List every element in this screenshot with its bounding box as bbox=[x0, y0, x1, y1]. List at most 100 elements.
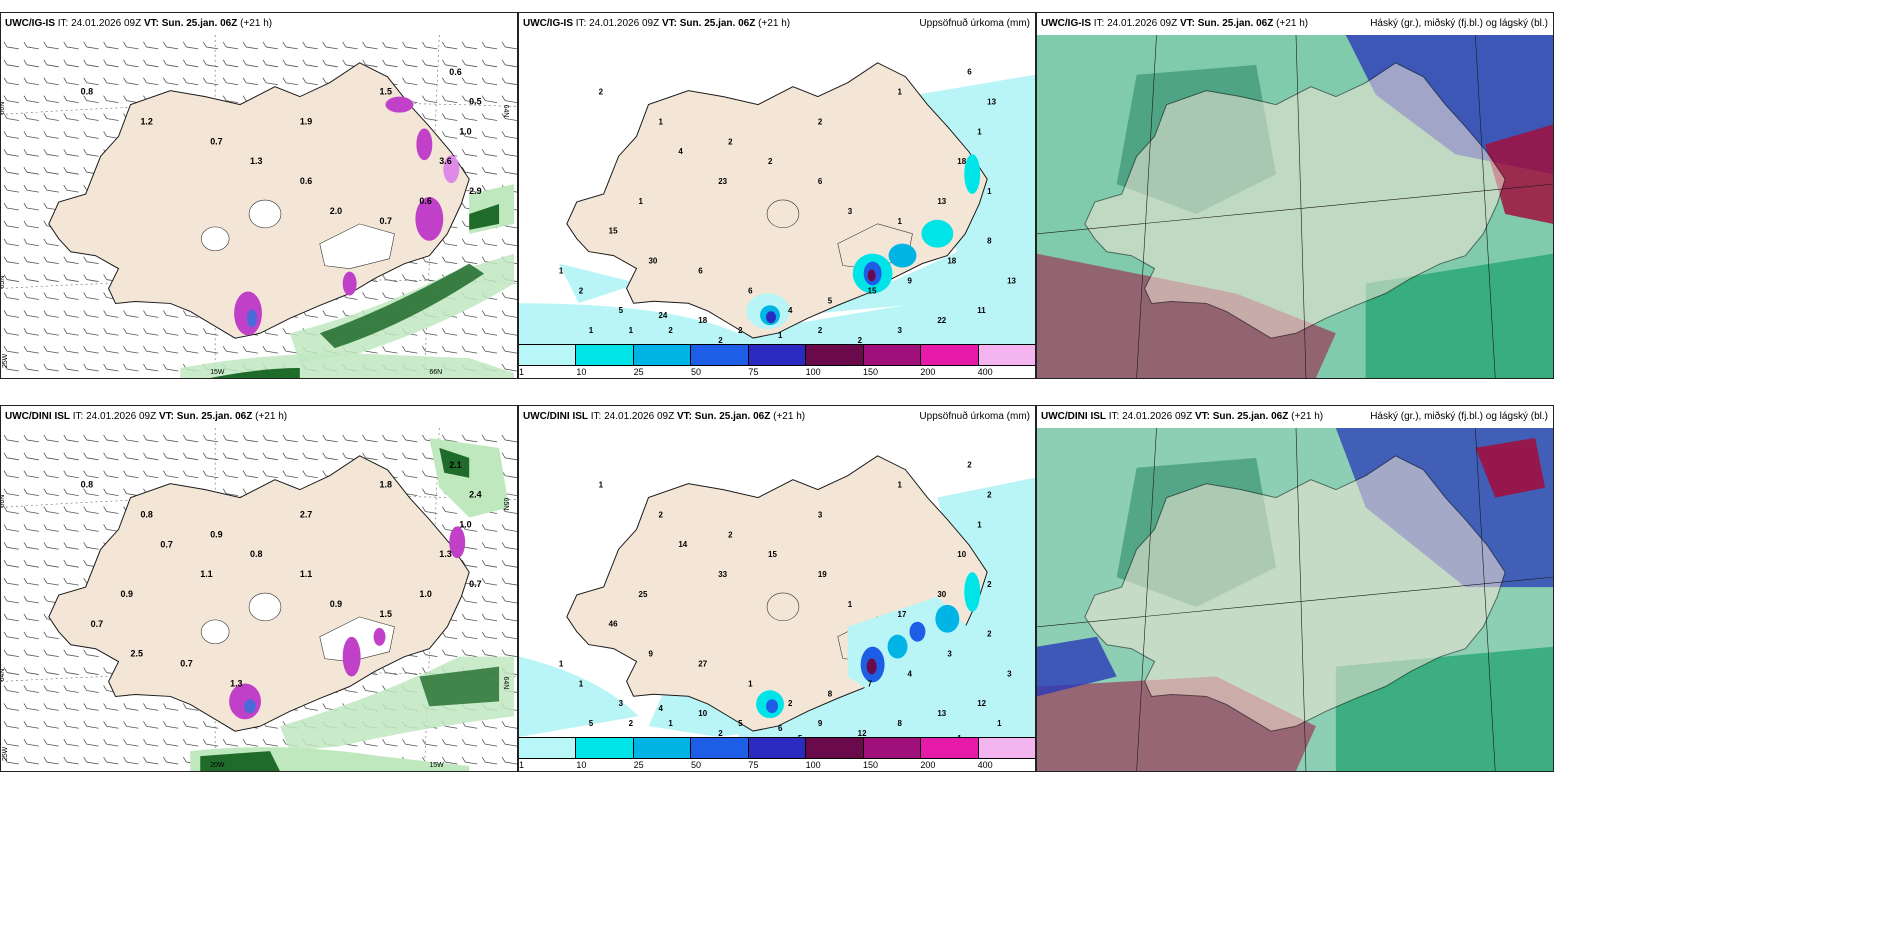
map-value-label: 25 bbox=[639, 590, 648, 599]
map-value-label: 1 bbox=[599, 481, 604, 490]
map-value-label: 2 bbox=[718, 729, 723, 737]
wind-barb bbox=[23, 542, 39, 550]
wind-barb bbox=[222, 470, 239, 479]
legend-swatch bbox=[863, 345, 922, 365]
wind-barb bbox=[222, 488, 239, 496]
wind-barb bbox=[123, 59, 139, 68]
legend-label: 400 bbox=[977, 367, 993, 377]
wind-barb bbox=[63, 131, 79, 139]
map-value-label: 2 bbox=[987, 491, 992, 500]
map-value-label: 1 bbox=[778, 331, 783, 340]
wind-barb bbox=[43, 506, 59, 514]
valid-time-label: VT: bbox=[661, 18, 677, 29]
wind-barb bbox=[501, 77, 517, 86]
wind-barb bbox=[63, 524, 79, 532]
panel-precip-dini-isl: UWC/DINI ISL IT: 24.01.2026 09Z VT: Sun.… bbox=[518, 405, 1036, 772]
wind-barb bbox=[481, 149, 498, 157]
map-value-label: 2 bbox=[579, 286, 584, 295]
wind-barb bbox=[461, 524, 478, 532]
wind-barb bbox=[481, 310, 498, 318]
wind-barb bbox=[63, 345, 79, 354]
map-value-label: 1 bbox=[997, 719, 1002, 728]
legend-swatch bbox=[806, 738, 864, 758]
legend-swatch bbox=[576, 738, 634, 758]
wind-barb bbox=[461, 77, 478, 86]
map-value-label: 1 bbox=[748, 679, 753, 688]
legend-label: 100 bbox=[805, 367, 821, 377]
map-value-label: 7 bbox=[868, 679, 873, 688]
map-value-label: 2 bbox=[967, 461, 972, 470]
wind-barb bbox=[63, 721, 79, 729]
wind-barb bbox=[3, 613, 19, 622]
wind-barb bbox=[501, 328, 517, 336]
wind-barb bbox=[262, 738, 278, 747]
wind-barb bbox=[63, 577, 79, 586]
wind-barb bbox=[123, 738, 139, 747]
wind-barb bbox=[3, 756, 19, 765]
map-value-label: 2 bbox=[858, 336, 863, 344]
wind-barb bbox=[83, 506, 99, 514]
wind-barb bbox=[3, 59, 19, 68]
wind-barb bbox=[501, 59, 517, 68]
map-view[interactable]: 2 1 2 2 1 6 13 1 18 1 13 1 3 6 2 23 4 1 15 30 6 6 4 5 15 9 18 8 13 11… bbox=[519, 35, 1035, 344]
wind-barb bbox=[63, 542, 79, 550]
wind-barb bbox=[3, 77, 19, 86]
wind-barb bbox=[461, 95, 478, 103]
map-value-label: 13 bbox=[1007, 276, 1016, 285]
map-view[interactable]: 0.8 1.2 0.7 1.9 1.5 0.6 0.5 1.0 3.6 2.9 0.6 0.7 2.0 0… bbox=[1, 35, 517, 378]
wind-barb bbox=[103, 113, 119, 121]
wind-barb bbox=[163, 434, 179, 443]
map-value-label: 0.8 bbox=[81, 480, 93, 490]
wind-barb bbox=[43, 685, 59, 693]
wind-barb bbox=[481, 41, 498, 50]
wind-barb bbox=[501, 41, 517, 50]
wind-barb bbox=[83, 77, 99, 86]
wind-barb bbox=[322, 41, 338, 50]
wind-barb bbox=[63, 470, 79, 479]
wind-barb bbox=[43, 524, 59, 532]
wind-barb bbox=[123, 328, 139, 336]
wind-barb bbox=[83, 738, 99, 747]
wind-barb bbox=[23, 345, 39, 354]
wind-barb bbox=[83, 452, 99, 461]
map-view[interactable] bbox=[1037, 35, 1553, 378]
wind-barb bbox=[103, 345, 119, 354]
legend-swatch bbox=[691, 345, 749, 365]
map-value-label: 18 bbox=[698, 316, 707, 325]
wind-barb bbox=[123, 434, 139, 443]
axis-label: 64N bbox=[502, 677, 509, 690]
wind-barb bbox=[83, 256, 99, 265]
wind-barb bbox=[163, 738, 179, 747]
wind-barb bbox=[441, 756, 458, 765]
wind-barb bbox=[3, 149, 19, 157]
wind-barb bbox=[43, 77, 59, 86]
wind-barb bbox=[282, 470, 298, 479]
map-value-label: 2 bbox=[818, 326, 823, 335]
map-value-label: 1 bbox=[579, 679, 584, 688]
map-view[interactable]: 0.8 0.8 0.9 2.7 1.8 2.1 2.4 1.0 1.3 0.7 1.0 1.5 0.9 1… bbox=[1, 428, 517, 771]
legend-swatch bbox=[921, 738, 979, 758]
wind-barb bbox=[3, 363, 19, 372]
wind-barb bbox=[23, 470, 39, 479]
wind-barb bbox=[143, 703, 159, 711]
map-value-label: 14 bbox=[678, 540, 687, 549]
map-value-label: 0.7 bbox=[91, 619, 103, 629]
wind-barb bbox=[23, 560, 39, 568]
wind-barb bbox=[222, 59, 239, 68]
wind-barb bbox=[43, 542, 59, 550]
map-view[interactable]: 1 2 2 3 1 2 2 1 10 2 30 17 1 19 15 33 14 25 46 9 27 1 2 8 7 4 3 2 3 1… bbox=[519, 428, 1035, 737]
axis-label: 15W bbox=[429, 762, 444, 769]
wind-barb bbox=[402, 738, 418, 747]
wind-barb bbox=[163, 470, 179, 479]
map-value-label: 2.4 bbox=[469, 490, 481, 500]
wind-barb bbox=[143, 452, 159, 461]
valid-time: Sun. 25.jan. 06Z bbox=[1212, 411, 1289, 422]
wind-barb bbox=[43, 184, 59, 193]
wind-barb bbox=[302, 59, 318, 68]
wind-barb bbox=[83, 292, 99, 300]
wind-barb bbox=[3, 113, 19, 121]
axis-label: 66N bbox=[429, 369, 442, 376]
wind-barb bbox=[202, 41, 219, 50]
map-view[interactable] bbox=[1037, 428, 1553, 771]
wind-barb bbox=[501, 113, 517, 121]
